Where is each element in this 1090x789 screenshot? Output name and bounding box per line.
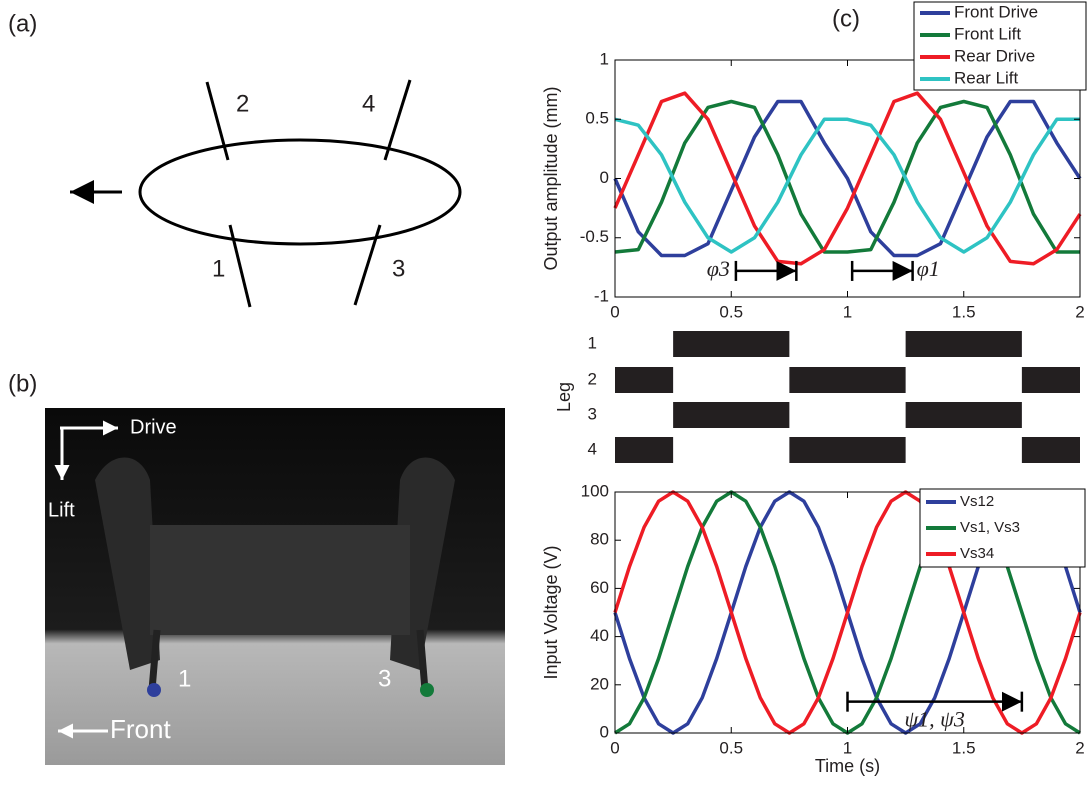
legend-box: [913, 1, 1087, 91]
x-tick-label: 0.5: [719, 738, 743, 757]
y-axis-label: Input Voltage (V): [541, 545, 561, 679]
photo-label: Drive: [130, 416, 177, 438]
row-label: 2: [588, 369, 597, 388]
x-tick-label: 1: [843, 738, 852, 757]
stance-bar: [615, 437, 674, 463]
x-tick-label: 0: [610, 738, 619, 757]
axis-arrows: [54, 420, 118, 739]
series-line: [614, 117, 1080, 254]
leg-label: 3: [392, 255, 405, 282]
panel-label: (b): [8, 370, 37, 397]
y-tick-label: 1: [600, 49, 609, 68]
legend-label: Front Lift: [954, 24, 1021, 43]
legend-label: Vs12: [960, 493, 994, 510]
y-tick-label: 60: [590, 578, 609, 597]
legend-label: Vs1, Vs3: [960, 519, 1020, 536]
series-line: [614, 99, 1080, 254]
leg-label: 2: [236, 90, 249, 117]
y-tick-label: 0: [600, 722, 609, 741]
x-tick-label: 2: [1075, 738, 1084, 757]
annotation-label: φ1: [917, 256, 940, 281]
y-tick-label: 100: [581, 481, 609, 500]
y-tick-label: -0.5: [580, 227, 609, 246]
stance-bar: [673, 331, 790, 357]
x-tick-label: 1.5: [952, 302, 976, 321]
y-tick-label: -1: [594, 286, 609, 305]
row-label: 1: [588, 333, 597, 352]
photo-label: 1: [178, 665, 191, 692]
series-line: [613, 490, 1082, 735]
stance-bar: [789, 437, 906, 463]
panel-label: (c): [832, 5, 860, 32]
photo-label: 3: [378, 665, 391, 692]
panel-label: (a): [8, 10, 37, 37]
photo-label: Front: [110, 714, 171, 744]
annotation-label: φ3: [707, 256, 730, 281]
y-tick-label: 40: [590, 626, 609, 645]
body-diagram: [70, 79, 462, 308]
series-line: [613, 91, 1082, 266]
x-tick-label: 1.5: [952, 738, 976, 757]
stance-bar: [1021, 367, 1080, 393]
legend-label: Vs34: [960, 545, 994, 562]
stance-bar: [673, 402, 790, 428]
legend-label: Rear Lift: [954, 68, 1019, 87]
robot-silhouette: [95, 457, 455, 697]
series-line: [613, 99, 1082, 258]
x-tick-label: 0.5: [719, 302, 743, 321]
y-tick-label: 0: [600, 168, 609, 187]
row-label: 4: [588, 439, 597, 458]
legend-label: Front Drive: [954, 2, 1038, 21]
y-axis-label: Leg: [554, 382, 574, 412]
y-axis-label: Output amplitude (mm): [541, 86, 561, 270]
y-tick-label: 80: [590, 530, 609, 549]
legend-label: Rear Drive: [954, 46, 1035, 65]
x-tick-label: 2: [1075, 302, 1084, 321]
x-tick-label: 0: [610, 302, 619, 321]
annotation-label: ψ1, ψ3: [905, 707, 965, 732]
stance-bar: [905, 402, 1022, 428]
leg-label: 1: [212, 255, 225, 282]
stance-bar: [789, 367, 906, 393]
y-tick-label: 0.5: [585, 109, 609, 128]
leg-label: 4: [362, 90, 375, 117]
row-label: 3: [588, 404, 597, 423]
x-axis-label: Time (s): [815, 756, 880, 776]
y-tick-label: 20: [590, 674, 609, 693]
photo-label: Lift: [48, 499, 75, 521]
stance-bar: [615, 367, 674, 393]
x-tick-label: 1: [843, 302, 852, 321]
stance-bar: [1021, 437, 1080, 463]
stance-bar: [905, 331, 1022, 357]
